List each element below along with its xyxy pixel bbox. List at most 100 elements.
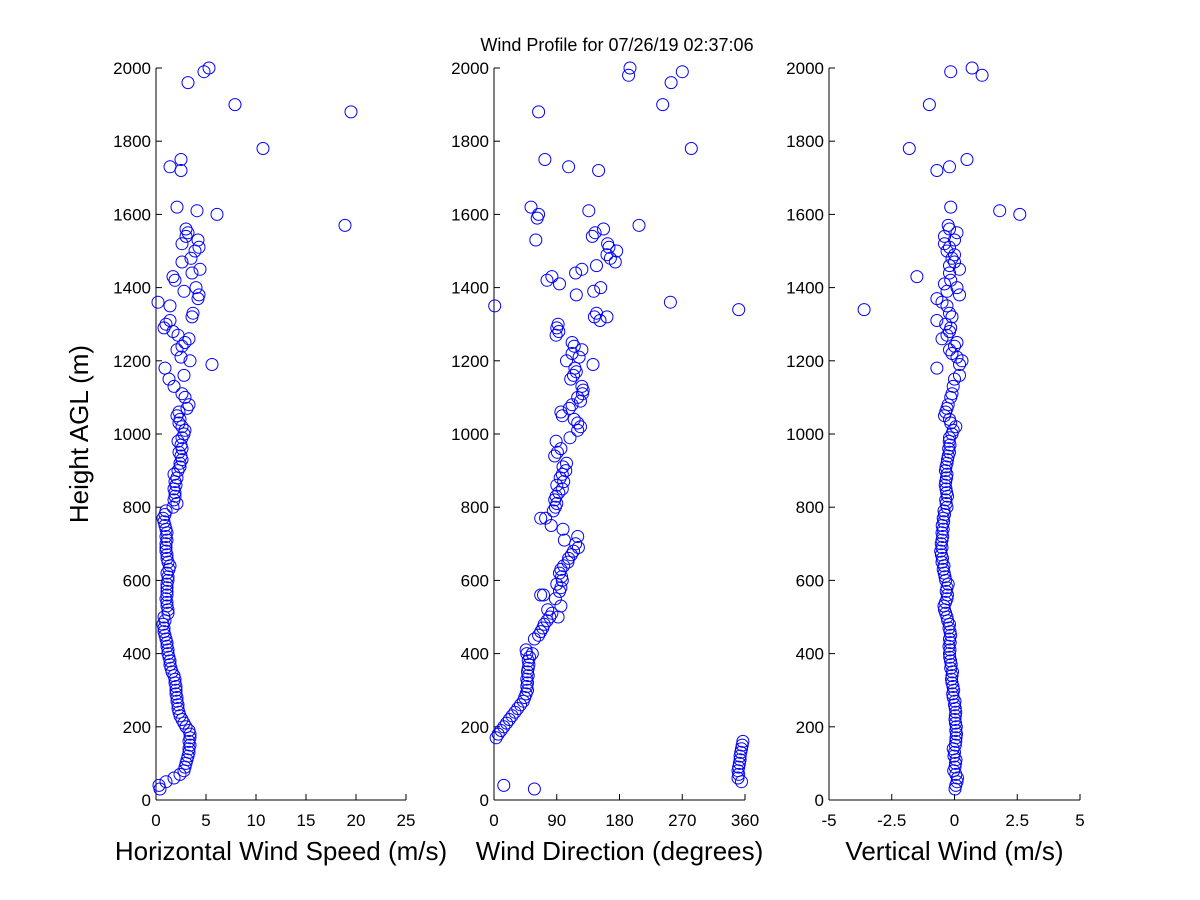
- data-point: [545, 606, 559, 620]
- data-point: [151, 295, 165, 309]
- data-point: [554, 562, 568, 576]
- data-point: [575, 379, 589, 393]
- x-tick-label: 25: [397, 811, 416, 830]
- data-point: [632, 218, 646, 232]
- data-point: [169, 683, 183, 697]
- x-tick-label: 0: [151, 811, 160, 830]
- x-tick-label: 270: [668, 811, 696, 830]
- data-point: [524, 200, 538, 214]
- data-point: [935, 555, 949, 569]
- data-point: [943, 647, 956, 661]
- data-point: [945, 669, 959, 683]
- data-point: [937, 515, 951, 529]
- data-point: [930, 292, 944, 306]
- data-point: [170, 694, 184, 708]
- data-point: [930, 314, 944, 327]
- data-point: [171, 328, 185, 342]
- data-point: [594, 281, 608, 295]
- data-point: [160, 581, 174, 595]
- data-point: [557, 475, 571, 489]
- data-point: [175, 431, 189, 445]
- data-point: [534, 588, 548, 602]
- data-point: [565, 336, 579, 349]
- data-point: [582, 204, 596, 218]
- x-tick-label: 180: [605, 811, 633, 830]
- data-point: [943, 650, 957, 664]
- data-point: [944, 65, 958, 79]
- data-point: [571, 541, 585, 554]
- data-point: [960, 153, 974, 166]
- data-point: [567, 544, 580, 558]
- data-point: [601, 237, 615, 251]
- data-point: [182, 745, 196, 759]
- x-tick-label: -2.5: [877, 811, 906, 830]
- data-point: [940, 592, 954, 606]
- data-point: [562, 401, 576, 415]
- data-point: [182, 398, 196, 412]
- y-tick-label: 200: [461, 718, 489, 737]
- y-tick-label: 1200: [786, 352, 824, 371]
- data-point: [930, 361, 944, 375]
- data-point: [170, 497, 184, 510]
- data-point: [175, 387, 189, 401]
- data-point: [567, 339, 581, 353]
- data-point: [946, 691, 960, 704]
- data-point: [546, 504, 560, 518]
- data-point: [180, 401, 194, 415]
- x-tick-label: 10: [247, 811, 266, 830]
- data-point: [160, 588, 174, 602]
- x-tick-label: 20: [347, 811, 366, 830]
- data-point: [532, 105, 546, 119]
- y-tick-label: 2000: [113, 59, 151, 78]
- data-point: [562, 551, 576, 565]
- data-point: [557, 559, 571, 573]
- data-point: [551, 317, 565, 331]
- data-point: [160, 566, 174, 580]
- data-point: [519, 643, 533, 657]
- data-point: [948, 255, 961, 269]
- data-point: [568, 361, 582, 375]
- data-point: [181, 76, 195, 90]
- data-point: [941, 398, 955, 412]
- data-point: [563, 431, 577, 445]
- y-tick-label: 1000: [113, 425, 151, 444]
- data-point: [256, 142, 270, 155]
- data-point: [585, 229, 599, 243]
- y-tick-label: 1600: [451, 205, 489, 224]
- data-point: [569, 288, 583, 302]
- data-point: [938, 508, 951, 521]
- data-point: [949, 724, 963, 737]
- data-point: [940, 401, 954, 415]
- data-point: [965, 61, 979, 75]
- data-point: [554, 581, 568, 595]
- data-point: [174, 350, 188, 364]
- data-point: [166, 270, 180, 284]
- data-point: [945, 347, 959, 360]
- data-point: [175, 237, 189, 251]
- data-point: [910, 270, 924, 284]
- data-point: [940, 299, 954, 313]
- data-point: [177, 716, 191, 730]
- data-point: [523, 650, 537, 664]
- data-point: [163, 299, 177, 313]
- data-point: [610, 244, 624, 258]
- y-tick-label: 800: [796, 498, 824, 517]
- data-point: [949, 734, 963, 748]
- data-point: [588, 226, 602, 240]
- data-point: [555, 570, 569, 584]
- data-point: [944, 200, 958, 214]
- data-point: [210, 207, 224, 221]
- data-point: [945, 672, 958, 686]
- data-point: [949, 756, 962, 770]
- data-point: [167, 467, 181, 481]
- y-tick-label: 1800: [113, 132, 151, 151]
- data-point: [179, 720, 193, 734]
- data-point: [166, 500, 180, 514]
- scatter-panel-3: 0 200 400 600 800 1000 1200 1400 1600 1800 2000 -5 -…: [786, 59, 1085, 866]
- data-point: [945, 387, 959, 401]
- data-point: [597, 222, 610, 236]
- data-point: [600, 248, 614, 262]
- y-tick-label: 600: [796, 571, 824, 590]
